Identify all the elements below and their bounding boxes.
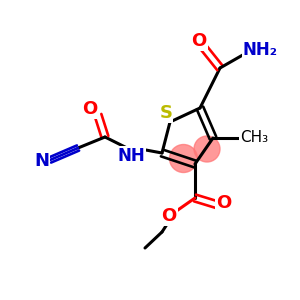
Text: CH₃: CH₃: [240, 130, 268, 146]
Text: S: S: [160, 104, 172, 122]
Text: NH: NH: [117, 147, 145, 165]
Circle shape: [194, 136, 220, 162]
Circle shape: [169, 145, 197, 172]
Text: O: O: [191, 32, 207, 50]
Text: O: O: [82, 100, 98, 118]
Text: O: O: [161, 207, 177, 225]
Text: N: N: [34, 152, 50, 170]
Text: NH₂: NH₂: [242, 41, 278, 59]
Text: O: O: [216, 194, 232, 212]
